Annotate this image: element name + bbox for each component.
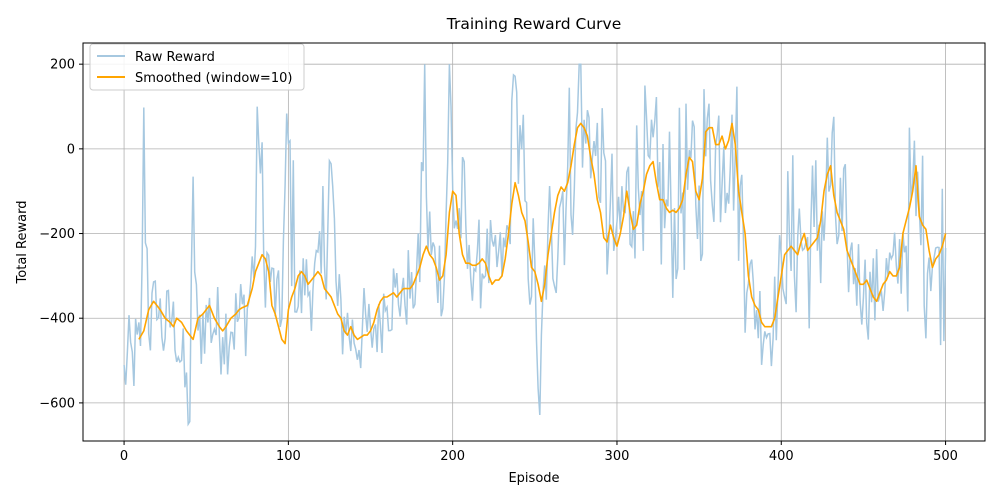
- axes: 0 100 200 300 400 500 −600 −400 −200 0 200: [39, 58, 958, 464]
- chart-title: Training Reward Curve: [446, 15, 621, 33]
- x-tick-label: 500: [933, 449, 958, 464]
- legend-box: [89, 43, 305, 91]
- x-tick-label: 400: [769, 449, 794, 464]
- y-tick-label: −600: [39, 396, 75, 411]
- y-tick-label: 200: [50, 58, 75, 73]
- y-tick-label: 0: [67, 142, 75, 157]
- legend-label-smoothed: Smoothed (window=10): [135, 71, 292, 86]
- x-axis-title: Episode: [508, 471, 559, 486]
- series-layer: [123, 63, 947, 427]
- series-smoothed-line: [138, 122, 947, 345]
- x-tick-label: 0: [120, 449, 128, 464]
- x-tick-label: 300: [605, 449, 630, 464]
- grid-lines: [83, 43, 985, 441]
- y-axis-title: Total Reward: [15, 201, 30, 285]
- legend-label-raw-reward: Raw Reward: [135, 50, 215, 65]
- series-raw-reward-line: [123, 63, 947, 427]
- x-tick-label: 200: [440, 449, 465, 464]
- y-tick-label: −400: [39, 312, 75, 327]
- x-tick-label: 100: [276, 449, 301, 464]
- y-tick-label: −200: [39, 227, 75, 242]
- legend: Raw Reward Smoothed (window=10): [89, 43, 305, 91]
- plot-frame: [82, 42, 986, 442]
